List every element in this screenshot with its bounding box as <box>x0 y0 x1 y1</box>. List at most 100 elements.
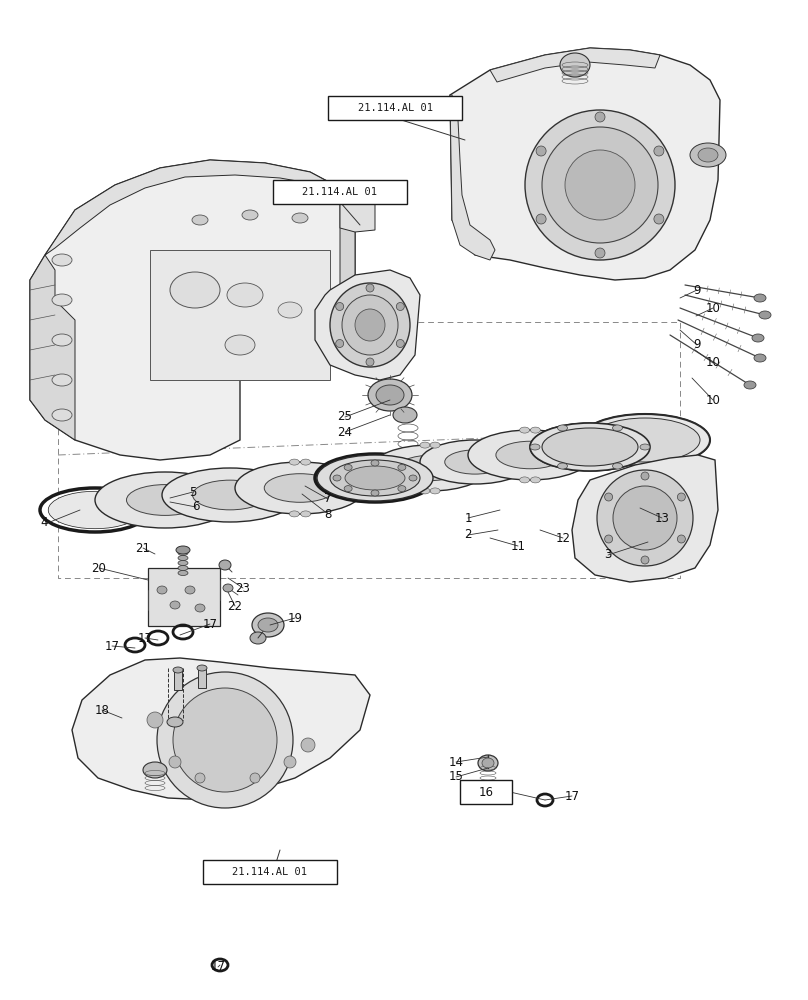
Ellipse shape <box>640 444 650 450</box>
Polygon shape <box>30 255 75 440</box>
Polygon shape <box>450 48 720 280</box>
Ellipse shape <box>420 488 430 494</box>
Text: 17: 17 <box>211 960 225 974</box>
Ellipse shape <box>235 462 365 514</box>
Ellipse shape <box>195 604 205 612</box>
Ellipse shape <box>368 379 412 411</box>
Ellipse shape <box>330 283 410 367</box>
Ellipse shape <box>530 427 541 433</box>
Ellipse shape <box>219 560 231 570</box>
Polygon shape <box>572 455 718 582</box>
Ellipse shape <box>530 423 650 471</box>
Ellipse shape <box>398 455 462 481</box>
Text: 14: 14 <box>448 756 464 768</box>
Ellipse shape <box>185 586 195 594</box>
Polygon shape <box>490 48 660 82</box>
Ellipse shape <box>396 302 404 310</box>
Ellipse shape <box>250 773 260 783</box>
Ellipse shape <box>654 146 664 156</box>
Ellipse shape <box>178 550 188 556</box>
Text: 17: 17 <box>104 640 120 652</box>
Ellipse shape <box>558 425 567 431</box>
Text: 10: 10 <box>705 357 721 369</box>
Ellipse shape <box>752 334 764 342</box>
Ellipse shape <box>147 712 163 728</box>
Ellipse shape <box>162 468 298 522</box>
Ellipse shape <box>344 464 352 470</box>
Ellipse shape <box>609 426 681 454</box>
Ellipse shape <box>157 586 167 594</box>
Ellipse shape <box>192 480 267 510</box>
Ellipse shape <box>292 213 308 223</box>
Ellipse shape <box>612 425 622 431</box>
Text: 21.114.AL 01: 21.114.AL 01 <box>233 867 308 877</box>
Text: 24: 24 <box>338 426 352 438</box>
Ellipse shape <box>376 385 404 405</box>
Ellipse shape <box>170 601 180 609</box>
Ellipse shape <box>223 584 233 592</box>
Ellipse shape <box>557 434 623 460</box>
Text: 21: 21 <box>136 542 150 554</box>
Ellipse shape <box>398 486 406 492</box>
Ellipse shape <box>420 440 530 484</box>
Text: 10: 10 <box>705 393 721 406</box>
Ellipse shape <box>250 632 266 644</box>
Ellipse shape <box>170 272 220 308</box>
Ellipse shape <box>173 667 183 673</box>
Ellipse shape <box>335 302 343 310</box>
Ellipse shape <box>597 470 693 566</box>
Ellipse shape <box>420 442 430 448</box>
Ellipse shape <box>430 442 440 448</box>
Ellipse shape <box>192 215 208 225</box>
Ellipse shape <box>690 143 726 167</box>
Polygon shape <box>340 188 355 345</box>
Ellipse shape <box>698 148 718 162</box>
Ellipse shape <box>289 459 299 465</box>
Ellipse shape <box>468 430 592 480</box>
Text: 13: 13 <box>654 512 670 524</box>
Ellipse shape <box>537 214 546 224</box>
Ellipse shape <box>366 358 374 366</box>
Text: 21.114.AL 01: 21.114.AL 01 <box>357 103 432 113</box>
Ellipse shape <box>371 490 379 496</box>
Polygon shape <box>450 95 495 260</box>
Text: 11: 11 <box>511 540 525 552</box>
Ellipse shape <box>478 755 498 771</box>
FancyBboxPatch shape <box>328 96 462 120</box>
Ellipse shape <box>595 112 605 122</box>
Ellipse shape <box>301 511 310 517</box>
Ellipse shape <box>754 354 766 362</box>
Text: 9: 9 <box>693 338 701 352</box>
Ellipse shape <box>565 150 635 220</box>
Ellipse shape <box>52 374 72 386</box>
Ellipse shape <box>252 613 284 637</box>
Text: 7: 7 <box>324 492 332 506</box>
Ellipse shape <box>604 535 612 543</box>
Ellipse shape <box>558 463 567 469</box>
Ellipse shape <box>48 491 141 529</box>
Ellipse shape <box>52 409 72 421</box>
Ellipse shape <box>580 414 710 466</box>
Ellipse shape <box>317 455 433 501</box>
Ellipse shape <box>345 466 405 490</box>
Text: 3: 3 <box>604 548 612 562</box>
Ellipse shape <box>371 460 379 466</box>
Bar <box>198 668 206 688</box>
Text: 2: 2 <box>465 528 472 542</box>
Ellipse shape <box>127 485 204 515</box>
Ellipse shape <box>398 464 406 470</box>
Text: 25: 25 <box>338 410 352 424</box>
Text: 12: 12 <box>556 532 570 544</box>
Text: 8: 8 <box>324 508 332 520</box>
Ellipse shape <box>227 283 263 307</box>
Text: 4: 4 <box>40 516 48 528</box>
Ellipse shape <box>278 302 302 318</box>
Ellipse shape <box>759 311 771 319</box>
Ellipse shape <box>225 335 255 355</box>
Ellipse shape <box>197 665 207 671</box>
Text: 1: 1 <box>465 512 472 524</box>
Ellipse shape <box>366 284 374 292</box>
Ellipse shape <box>195 773 205 783</box>
Ellipse shape <box>324 458 426 498</box>
Ellipse shape <box>355 309 385 341</box>
